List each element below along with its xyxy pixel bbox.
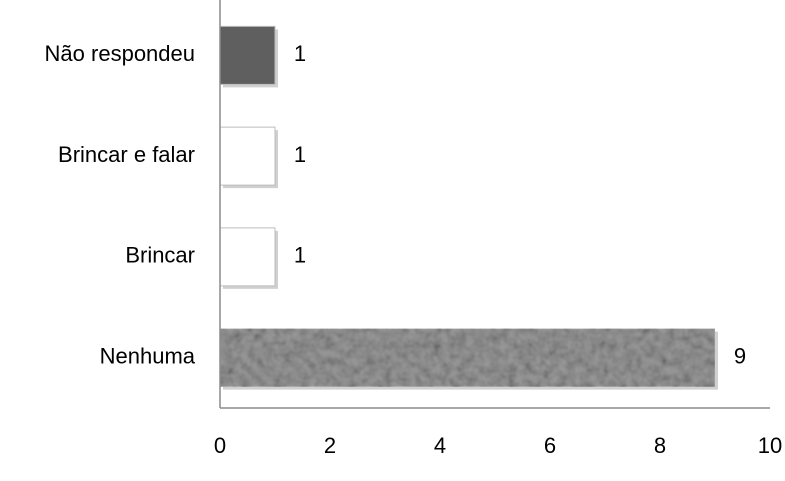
x-tick-label: 4 xyxy=(434,433,446,458)
y-tick-label: Brincar e falar xyxy=(58,142,195,167)
x-tick-label: 10 xyxy=(758,433,782,458)
bar xyxy=(219,25,276,85)
data-label: 1 xyxy=(294,243,306,268)
x-tick-label: 2 xyxy=(324,433,336,458)
x-tick-label: 0 xyxy=(214,433,226,458)
data-label: 9 xyxy=(734,343,746,368)
x-tick-label: 8 xyxy=(654,433,666,458)
bar xyxy=(219,126,276,186)
y-tick-label: Nenhuma xyxy=(100,343,196,368)
bar xyxy=(219,227,276,287)
data-label: 1 xyxy=(294,41,306,66)
bar xyxy=(219,328,716,388)
data-label: 1 xyxy=(294,142,306,167)
y-tick-label: Brincar xyxy=(125,243,195,268)
x-tick-label: 6 xyxy=(544,433,556,458)
y-tick-label: Não respondeu xyxy=(45,41,195,66)
